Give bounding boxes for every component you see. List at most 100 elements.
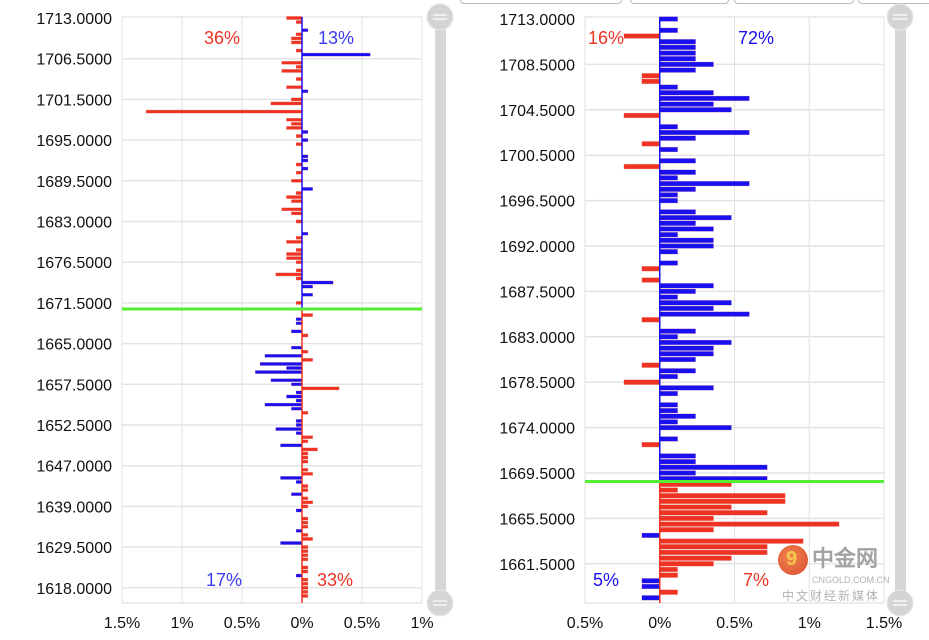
depth-bar-sell	[301, 524, 309, 529]
y-tick-label: 1689.5000	[36, 174, 112, 191]
y-tick-label: 1687.5000	[499, 284, 575, 301]
depth-bar-buy	[659, 192, 678, 198]
x-tick-label: 1%	[170, 615, 193, 632]
depth-bar-sell	[659, 515, 714, 521]
depth-bar-buy	[659, 198, 678, 204]
y-tick-label: 1661.5000	[499, 557, 575, 574]
depth-bar-sell	[295, 191, 303, 195]
depth-bar-sell	[659, 493, 786, 499]
depth-bar-buy	[295, 419, 303, 423]
depth-bar-sell	[275, 272, 303, 277]
depth-bar-sell	[301, 484, 309, 488]
scrollbar-bottom-handle[interactable]	[886, 589, 914, 617]
depth-bar-buy	[659, 407, 678, 414]
depth-bar-sell	[659, 544, 768, 550]
depth-bar-sell	[301, 520, 309, 525]
depth-bar-buy	[659, 169, 696, 175]
y-tick-label: 1676.5000	[36, 255, 112, 272]
chart-right: 0.5% 0% 0.5% 1% 1.5% 1713.0000 1708.5000 1704.5…	[499, 3, 914, 632]
depth-bar-buy	[659, 311, 750, 317]
depth-bar-sell	[641, 442, 660, 448]
depth-bar-buy	[659, 84, 678, 90]
y-tick-label: 1665.0000	[36, 337, 112, 354]
scrollbar-track[interactable]	[435, 17, 446, 603]
depth-bar-buy	[659, 209, 696, 215]
depth-bar-buy	[659, 351, 714, 357]
y-tick-label: 1700.5000	[499, 148, 575, 165]
x-tick-label: 0.5%	[224, 615, 260, 632]
depth-bar-buy	[659, 67, 696, 73]
depth-bar-buy	[301, 231, 309, 236]
y-tick-label: 1683.0000	[36, 215, 112, 232]
depth-bar-sell	[301, 590, 309, 594]
depth-bar-buy	[659, 50, 696, 56]
depth-bar-buy	[659, 146, 678, 153]
depth-bar-sell	[286, 117, 303, 122]
depth-bar-buy	[301, 28, 309, 32]
depth-bar-sell	[623, 33, 660, 39]
depth-bar-buy	[659, 464, 768, 470]
depth-bar-sell	[641, 141, 660, 147]
y-tick-label: 1674.0000	[499, 421, 575, 438]
depth-bar-buy	[301, 280, 334, 285]
depth-bar-sell	[641, 266, 660, 272]
depth-bar-buy	[291, 345, 303, 350]
depth-bar-sell	[295, 20, 303, 24]
top-tab-4[interactable]	[858, 0, 929, 4]
left-top-buy-pct: 13%	[318, 28, 355, 48]
depth-bar-sell	[623, 112, 660, 119]
depth-bar-buy	[659, 61, 714, 67]
depth-bar-buy	[659, 419, 678, 425]
depth-bar-buy	[659, 158, 696, 164]
depth-bar-buy	[659, 175, 678, 181]
depth-bar-sell	[659, 510, 768, 516]
depth-bar-buy	[659, 453, 696, 459]
y-tick-label: 1652.5000	[36, 418, 112, 435]
depth-bar-sell	[286, 256, 303, 260]
depth-bar-buy	[659, 243, 714, 249]
depth-bar-sell	[659, 521, 840, 527]
depth-bar-buy	[301, 187, 313, 191]
depth-bar-buy	[641, 595, 660, 601]
scrollbar-top-handle[interactable]	[426, 3, 454, 31]
depth-bar-buy	[295, 431, 303, 435]
x-tick-label: 0.5%	[716, 615, 752, 632]
scrollbar-bottom-handle[interactable]	[426, 589, 454, 617]
depth-bar-buy	[641, 583, 660, 590]
depth-bar-sell	[295, 162, 303, 167]
depth-bar-sell	[301, 313, 313, 317]
depth-bar-sell	[295, 268, 303, 273]
x-tick-label: 1.5%	[104, 615, 140, 632]
depth-bar-buy	[295, 398, 303, 403]
scrollbar-top-handle[interactable]	[886, 3, 914, 31]
depth-bar-sell	[301, 537, 313, 541]
y-tick-label: 1708.5000	[499, 57, 575, 74]
depth-bar-sell	[301, 411, 309, 415]
depth-bar-buy	[659, 283, 714, 289]
depth-bar-buy	[659, 260, 678, 266]
depth-bar-sell	[295, 142, 303, 146]
vertical-scrollbar[interactable]	[426, 3, 454, 617]
depth-bar-sell	[301, 333, 309, 338]
depth-bar-buy	[295, 480, 303, 484]
depth-bar-sell	[659, 566, 678, 573]
depth-bar-buy	[275, 427, 303, 431]
x-tick-label: 0%	[648, 615, 671, 632]
depth-bar-sell	[301, 549, 309, 553]
scrollbar-track[interactable]	[895, 17, 906, 603]
depth-bar-buy	[280, 476, 303, 480]
depth-bar-buy	[295, 390, 303, 395]
handle-circle	[886, 589, 914, 617]
depth-bar-buy	[641, 578, 660, 584]
vertical-scrollbar[interactable]	[886, 3, 914, 617]
depth-bar-sell	[295, 65, 303, 69]
depth-bar-buy	[301, 158, 309, 163]
depth-bar-sell	[301, 500, 313, 505]
x-tick-label: 1%	[798, 615, 821, 632]
depth-bar-buy	[659, 345, 714, 351]
depth-bar-sell	[301, 557, 309, 562]
depth-bar-buy	[291, 406, 303, 411]
depth-bar-buy	[301, 130, 309, 134]
depth-bar-buy	[659, 237, 714, 243]
